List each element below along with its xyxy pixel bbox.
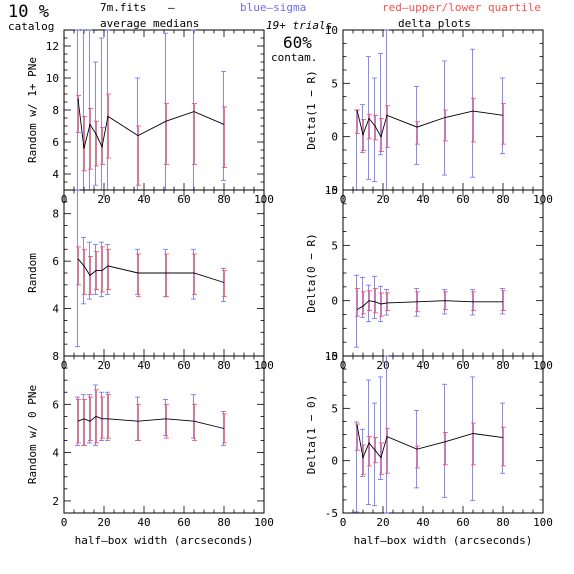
catalog-percent: 10 % <box>8 2 49 22</box>
x-tick-label: 20 <box>376 516 389 529</box>
x-tick-label: 80 <box>217 359 230 372</box>
x-tick-label: 80 <box>496 516 509 529</box>
x-tick-label: 40 <box>137 193 150 206</box>
y-tick-label: 2 <box>52 495 59 508</box>
plot-frame <box>342 189 544 357</box>
x-tick-label: 80 <box>217 193 230 206</box>
x-axis-label: half–box width (arcseconds) <box>354 534 533 547</box>
y-tick-label: 4 <box>52 447 59 460</box>
median-line <box>77 258 225 283</box>
contamination-percent: 60% <box>283 33 312 52</box>
file-name: 7m.fits <box>100 1 146 14</box>
y-tick-label: 10 <box>325 350 338 363</box>
median-line <box>356 425 504 460</box>
y-tick-label: 12 <box>46 40 59 53</box>
y-tick-label: 6 <box>52 136 59 149</box>
y-tick-label: 8 <box>52 104 59 117</box>
x-tick-label: 80 <box>217 516 230 529</box>
y-axis-label: Delta(1 − R) <box>305 70 318 149</box>
y-tick-label: 10 <box>325 24 338 37</box>
x-tick-label: 100 <box>254 516 274 529</box>
y-tick-label: 0 <box>331 295 338 308</box>
figure-header: 10 % catalog 7m.fits – average medians b… <box>8 1 541 64</box>
x-tick-label: 60 <box>177 516 190 529</box>
y-tick-label: 10 <box>325 184 338 197</box>
y-tick-label: 4 <box>52 168 59 181</box>
x-tick-label: 20 <box>376 193 389 206</box>
x-tick-label: 20 <box>97 193 110 206</box>
quartile-legend: red–upper/lower quartile <box>382 1 541 14</box>
y-tick-label: 6 <box>52 255 59 268</box>
y-tick-label: -5 <box>325 507 338 520</box>
y-tick-label: 8 <box>52 350 59 363</box>
plot-frame <box>342 355 544 514</box>
x-tick-label: 40 <box>416 359 429 372</box>
x-tick-label: 0 <box>61 516 68 529</box>
sigma-legend: blue–sigma <box>240 1 306 14</box>
median-line <box>356 109 504 138</box>
y-axis-label: Random <box>26 253 39 293</box>
x-tick-label: 40 <box>416 516 429 529</box>
y-tick-label: 10 <box>46 72 59 85</box>
y-tick-label: 5 <box>331 239 338 252</box>
x-tick-label: 0 <box>340 516 347 529</box>
x-tick-label: 40 <box>416 193 429 206</box>
y-tick-label: -5 <box>325 350 338 363</box>
x-tick-label: 80 <box>496 359 509 372</box>
x-axis-label: half–box width (arcseconds) <box>75 534 254 547</box>
x-tick-label: 60 <box>177 359 190 372</box>
x-tick-label: 20 <box>97 359 110 372</box>
x-tick-label: 100 <box>533 516 553 529</box>
x-tick-label: 40 <box>137 516 150 529</box>
average-medians-label: average medians <box>100 17 199 30</box>
x-tick-label: 60 <box>456 359 469 372</box>
x-tick-label: 60 <box>177 193 190 206</box>
y-tick-label: 4 <box>52 303 59 316</box>
y-axis-label: Delta(1 − 0) <box>305 395 318 474</box>
y-tick-label: 0 <box>331 131 338 144</box>
header-dash: – <box>168 1 175 14</box>
median-line <box>77 415 225 429</box>
y-tick-label: 8 <box>52 208 59 221</box>
x-tick-label: 60 <box>456 516 469 529</box>
y-tick-label: 6 <box>52 398 59 411</box>
x-tick-label: 40 <box>137 359 150 372</box>
y-axis-label: Delta(0 − R) <box>305 233 318 312</box>
y-tick-label: -5 <box>325 184 338 197</box>
x-tick-label: 80 <box>496 193 509 206</box>
y-axis-label: Random w/ 0 PNe <box>26 385 39 484</box>
x-tick-label: 20 <box>97 516 110 529</box>
y-tick-label: 5 <box>331 402 338 415</box>
panel-left-bottom: 0 20 40 60 80 100 2 4 6 8 Random w/ 0 PNe half–box … <box>26 350 274 547</box>
y-axis-label: Random w/ 1+ PNe <box>26 57 39 163</box>
x-tick-label: 60 <box>456 193 469 206</box>
contamination-label: contam. <box>271 51 317 64</box>
catalog-label: catalog <box>8 20 54 33</box>
y-tick-label: 5 <box>331 77 338 90</box>
plot-frame <box>63 355 265 514</box>
delta-plots-label: delta plots <box>398 17 471 30</box>
trials-label: 19+ trials <box>266 19 332 32</box>
y-tick-label: 0 <box>331 455 338 468</box>
median-line <box>77 98 225 149</box>
median-line <box>356 300 503 310</box>
